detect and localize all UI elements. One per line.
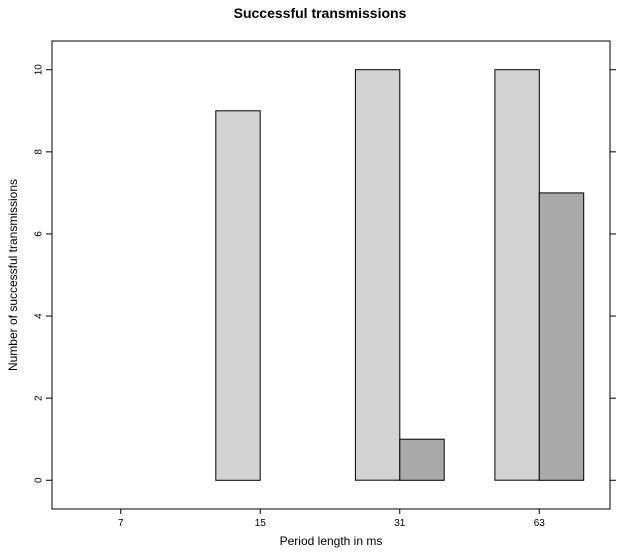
chart-title: Successful transmissions	[234, 5, 407, 21]
y-axis-label: Number of successful transmissions	[6, 179, 20, 371]
bar-s2-63	[538, 192, 585, 481]
x-axis-ticks: 7 15 31 63	[118, 509, 545, 529]
x-tick-label-31: 31	[394, 518, 406, 529]
y-tick-label-8: 8	[34, 149, 45, 155]
bars-group	[215, 69, 585, 481]
plot-frame	[51, 40, 611, 510]
y-tick-label-6: 6	[34, 231, 45, 237]
x-tick-label-7: 7	[118, 518, 124, 529]
x-axis-label: Period length in ms	[280, 534, 383, 548]
x-tick-label-15: 15	[255, 518, 267, 529]
x-tick-label-63: 63	[534, 518, 546, 529]
y-tick-label-4: 4	[34, 313, 45, 319]
y-tick-label-10: 10	[34, 64, 45, 76]
y-tick-label-2: 2	[34, 395, 45, 401]
y-tick-label-0: 0	[34, 477, 45, 483]
bar-s1-31	[354, 69, 401, 481]
bar-s1-63	[494, 69, 540, 481]
bar-s2-31	[399, 438, 445, 481]
y-axis-ticks: 0 2 4 6 8 10	[34, 64, 616, 483]
bar-s1-15	[215, 110, 261, 481]
